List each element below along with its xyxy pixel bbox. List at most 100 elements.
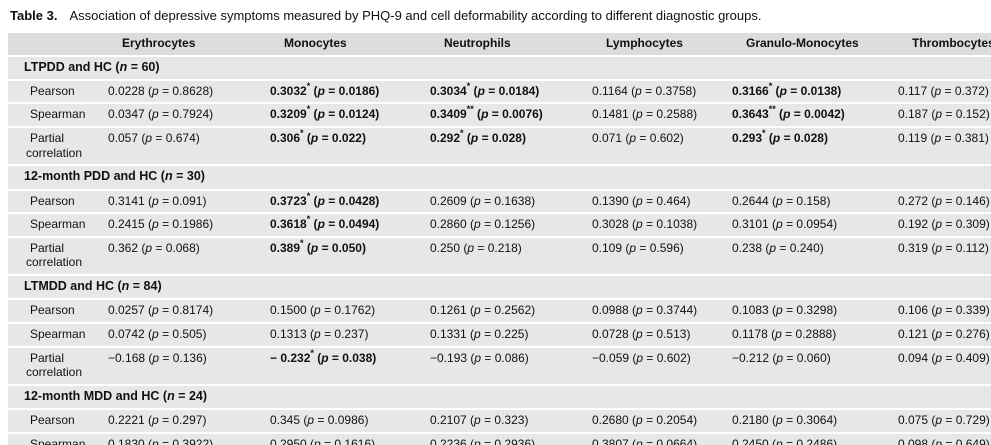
row-label: Partial correlation [8, 127, 96, 167]
correlation-value: 0.2680 [592, 413, 629, 428]
p-value: (p = 0.086) [467, 350, 529, 365]
p-value: (p = 0.3064) [768, 413, 838, 428]
correlation-value: 0.1481 [592, 107, 629, 122]
p-value: (p = 0.3922) [144, 436, 214, 445]
correlation-cell: 0.071 (p = 0.602) [580, 127, 720, 167]
p-value: (p = 0.0184) [470, 83, 540, 98]
table-header: Erythrocytes Monocytes Neutrophils Lymphocy… [8, 32, 991, 57]
p-value: (p = 0.1762) [306, 303, 376, 318]
p-value: (p = 0.0954) [768, 217, 838, 232]
correlation-cell: 0.1083 (p = 0.3298) [720, 299, 886, 324]
p-value: (p = 0.3744) [628, 303, 698, 318]
correlation-value: −0.212 [732, 350, 770, 365]
correlation-cell: 0.3101 (p = 0.0954) [720, 213, 886, 238]
p-value: (p = 0.1256) [466, 217, 536, 232]
p-value: (p = 0.0428) [310, 193, 380, 208]
p-value: (p = 0.409) [928, 350, 990, 365]
section-header-row: 12-month PDD and HC (n = 30) [8, 165, 991, 191]
correlation-value: 0.3028 [592, 217, 629, 232]
correlation-cell: 0.1500 (p = 0.1762) [258, 299, 418, 324]
correlation-cell: 0.117 (p = 0.372) [886, 79, 991, 105]
data-row: Partial correlation −0.168 (p = 0.136) − 0… [8, 346, 991, 386]
correlation-cell: −0.193 (p = 0.086) [418, 346, 580, 386]
p-value: (p = 0.050) [303, 240, 366, 255]
significance-stars: * [306, 190, 311, 201]
column-header-erythrocytes: Erythrocytes [96, 32, 258, 57]
data-row: Pearson 0.2221 (p = 0.297) 0.345 (p = 0.09… [8, 409, 991, 434]
p-value: (p = 0.136) [145, 350, 207, 365]
correlation-cell: 0.306* (p = 0.022) [258, 127, 418, 167]
correlation-cell: 0.3034* (p = 0.0184) [418, 79, 580, 105]
data-row: Spearman 0.2415 (p = 0.1986) 0.3618* (p = … [8, 213, 991, 238]
significance-stars: ** [466, 104, 474, 115]
p-value: (p = 0.2936) [466, 436, 536, 445]
correlation-cell: 0.3028 (p = 0.1038) [580, 213, 720, 238]
correlation-value: 0.0257 [108, 303, 145, 318]
correlation-value: 0.0988 [592, 303, 629, 318]
p-value: (p = 0.2562) [466, 303, 536, 318]
column-header-neutrophils: Neutrophils [418, 32, 580, 57]
significance-stars: * [768, 80, 773, 91]
significance-stars: * [460, 128, 464, 139]
p-value: (p = 0.8174) [144, 303, 214, 318]
correlation-cell: − 0.232* (p = 0.038) [258, 346, 418, 386]
table-caption: Table 3. Association of depressive sympto… [8, 5, 983, 33]
correlation-value: 0.238 [732, 240, 763, 255]
correlation-cell: 0.3643** (p = 0.0042) [720, 103, 886, 128]
correlation-cell: 0.2644 (p = 0.158) [720, 189, 886, 215]
correlation-cell: 0.3723* (p = 0.0428) [258, 189, 418, 215]
correlation-cell: 0.292* (p = 0.028) [418, 127, 580, 167]
correlation-value: 0.2236 [430, 436, 467, 445]
significance-stars: * [300, 128, 304, 139]
correlation-cell: 0.1313 (p = 0.237) [258, 322, 418, 348]
p-value: (p = 0.1986) [144, 217, 214, 232]
p-value: (p = 0.060) [769, 350, 831, 365]
correlation-value: 0.3032 [270, 83, 307, 98]
correlation-cell: 0.119 (p = 0.381) [886, 127, 991, 167]
correlation-cell: 0.0988 (p = 0.3744) [580, 299, 720, 324]
correlation-cell: 0.3409** (p = 0.0076) [418, 103, 580, 128]
row-label: Pearson [8, 79, 96, 105]
correlation-cell: 0.272 (p = 0.146) [886, 189, 991, 215]
correlation-value: 0.2180 [732, 413, 769, 428]
correlation-cell: 0.238 (p = 0.240) [720, 236, 886, 277]
p-value: (p = 0.091) [144, 193, 207, 208]
correlation-cell: 0.109 (p = 0.596) [580, 236, 720, 277]
correlation-value: 0.187 [898, 107, 929, 122]
correlation-cell: 0.2107 (p = 0.323) [418, 409, 580, 434]
correlation-cell: 0.1178 (p = 0.2888) [720, 322, 886, 348]
correlation-value: 0.075 [898, 413, 929, 428]
correlation-value: 0.1390 [592, 193, 629, 208]
correlation-value: 0.3807 [592, 436, 629, 445]
correlation-cell: 0.3032* (p = 0.0186) [258, 79, 418, 105]
correlation-cell: 0.094 (p = 0.409) [886, 346, 991, 386]
correlation-value: −0.193 [430, 350, 468, 365]
correlation-value: 0.1331 [430, 326, 467, 341]
correlation-cell: 0.3618* (p = 0.0494) [258, 213, 418, 238]
p-value: (p = 0.240) [762, 240, 824, 255]
p-value: (p = 0.596) [622, 240, 684, 255]
data-row: Partial correlation 0.057 (p = 0.674) 0.30… [8, 127, 991, 167]
correlation-value: 0.094 [898, 350, 929, 365]
p-value: (p = 0.276) [928, 326, 990, 341]
p-value: (p = 0.3298) [768, 303, 838, 318]
correlation-value: 0.3101 [732, 217, 769, 232]
p-value: (p = 0.028) [463, 131, 526, 146]
correlation-value: 0.117 [898, 83, 928, 98]
correlation-cell: 0.362 (p = 0.068) [96, 236, 258, 277]
row-label: Spearman [8, 322, 96, 348]
correlation-cell: 0.2450 (p = 0.2486) [720, 432, 886, 445]
correlation-cell: 0.1261 (p = 0.2562) [418, 299, 580, 324]
section-header-row: LTPDD and HC (n = 60) [8, 55, 991, 81]
correlation-value: 0.3723 [270, 193, 307, 208]
correlation-cell: 0.0257 (p = 0.8174) [96, 299, 258, 324]
data-row: Pearson 0.0257 (p = 0.8174) 0.1500 (p = 0.… [8, 299, 991, 324]
data-row: Spearman 0.0742 (p = 0.505) 0.1313 (p = 0.… [8, 322, 991, 348]
p-value: (p = 0.1038) [628, 217, 698, 232]
p-value: (p = 0.218) [460, 240, 522, 255]
correlation-value: 0.1164 [592, 83, 628, 98]
column-header-row: Erythrocytes Monocytes Neutrophils Lymphocy… [8, 32, 991, 57]
significance-stars: * [466, 80, 471, 91]
correlation-value: 0.3034 [430, 83, 467, 98]
